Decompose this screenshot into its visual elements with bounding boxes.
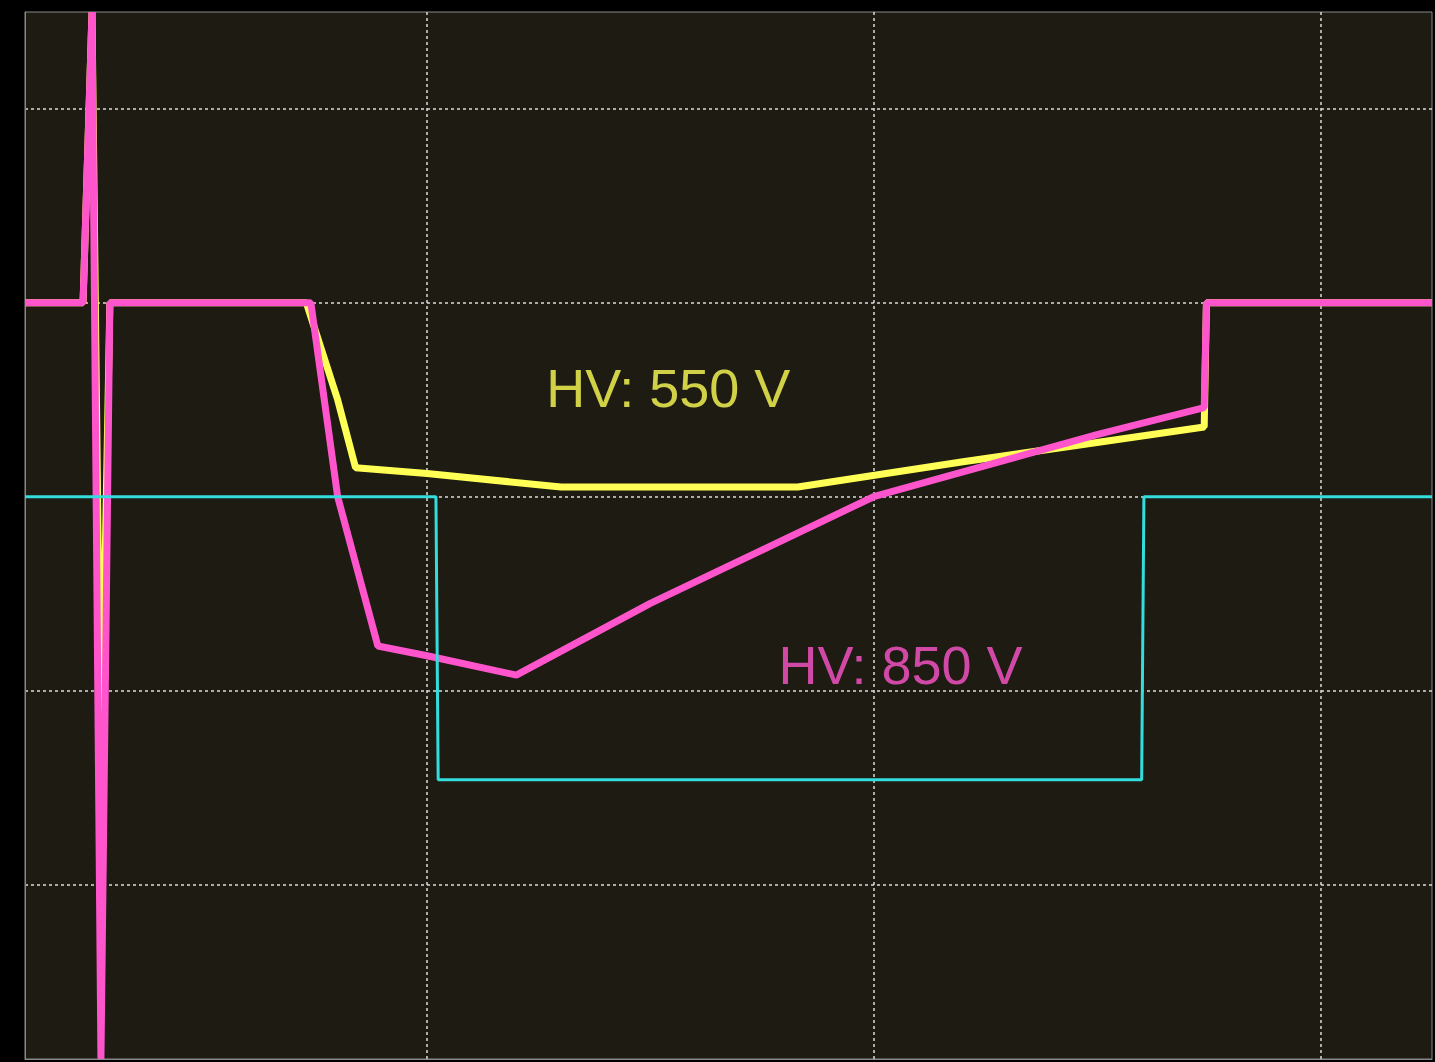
svg-text:HV: 850 V: HV: 850 V [778, 635, 1022, 695]
svg-text:HV: 550 V: HV: 550 V [546, 358, 790, 418]
